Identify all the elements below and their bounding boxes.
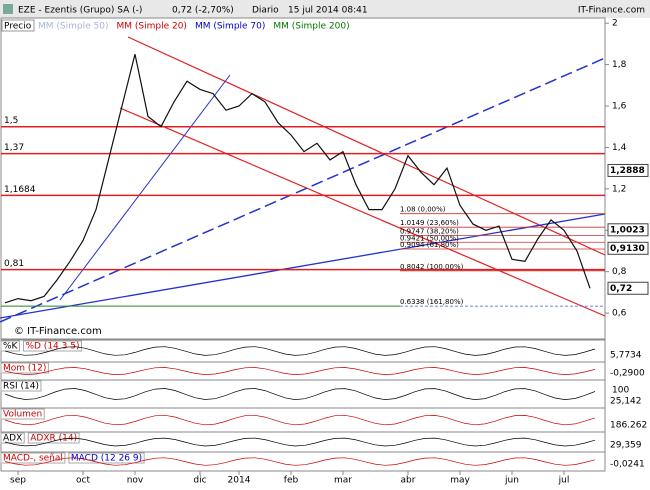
level-label: 1,37 — [4, 143, 24, 153]
site: IT-Finance.com — [578, 6, 645, 16]
panel-last: 25,142 — [610, 397, 642, 407]
panel-last: 5,7734 — [610, 351, 642, 361]
y-tick-label: 2 — [612, 19, 618, 29]
panel-last: 29,359 — [610, 441, 642, 451]
panel-label: MACD-, señal — [3, 454, 63, 464]
price-tag: 1,2888 — [610, 166, 645, 176]
y-tick-label: 1,2 — [612, 184, 626, 194]
legend-entry: MM (Simple 200) — [273, 22, 349, 32]
price-panel — [0, 17, 606, 340]
trendlines — [0, 36, 606, 323]
fib-label: 1.0149 (23,60%) — [400, 219, 459, 227]
fib-label: 0.9421 (50,00%) — [400, 234, 459, 242]
legend-entry: MM (Simple 70) — [195, 22, 265, 32]
panel-label-box — [0, 408, 45, 420]
panel-label-box — [0, 380, 42, 392]
quote: 0,72 (-2,70%) — [172, 6, 234, 16]
x-tick-label: dic — [193, 476, 206, 486]
fib-label: 1.08 (0,00%) — [400, 206, 446, 214]
panel-last: -0,2900 — [610, 369, 645, 379]
panel-label: %D (14 3 5) — [25, 342, 79, 352]
panel-line — [4, 437, 596, 447]
price-tag-box — [607, 163, 649, 177]
y-tick-label: 1,6 — [612, 102, 627, 112]
x-tick-label: jun — [504, 476, 519, 486]
panel-line — [4, 346, 596, 356]
panel-label: Mom (12) — [3, 364, 46, 374]
panel-label-box — [0, 362, 49, 374]
x-tick-label: feb — [284, 476, 299, 486]
x-tick-label: sep — [10, 476, 26, 486]
ticker: EZE - Ezentis (Grupo) SA (-) — [18, 6, 142, 16]
y-tick-label: 1,4 — [612, 143, 627, 153]
x-tick-label: abr — [401, 476, 416, 486]
header-bar — [0, 0, 650, 18]
price-tag: 0,9130 — [610, 244, 645, 254]
price-tag: 1,0023 — [610, 225, 645, 235]
panel-label: RSI (14) — [3, 382, 39, 392]
panel-last: -0,0241 — [610, 460, 645, 470]
panel-top: 100 — [612, 386, 629, 396]
level-label: 1,5 — [4, 116, 18, 126]
price-tag-box — [607, 223, 649, 237]
fib-label: 0.9747 (38,20%) — [400, 228, 459, 236]
date: 15 jul 2014 08:41 — [288, 6, 368, 16]
legend-entry: MM (Simple 50) — [38, 22, 108, 32]
y-label-box — [1, 19, 35, 32]
x-tick-label: 2014 — [228, 476, 251, 486]
fib-label: 0.8042 (100,00%) — [400, 263, 464, 271]
panel-line — [4, 367, 596, 375]
y-label: Precio — [4, 22, 32, 32]
price-tag: 0,72 — [610, 284, 632, 294]
x-tick-label: mar — [334, 476, 352, 486]
panel-line — [4, 457, 596, 466]
panel-label-box — [27, 432, 80, 444]
fib-label: 0.6338 (161,80%) — [400, 298, 464, 306]
level-label: 1,1684 — [4, 185, 36, 195]
panel-label: Volumen — [3, 410, 42, 420]
price-line — [4, 54, 591, 304]
panel-label: ADXR (14) — [30, 434, 77, 444]
panel-label-box — [22, 340, 82, 352]
y-tick-label: 0,6 — [612, 309, 627, 319]
y-tick-label: 0,8 — [612, 267, 627, 277]
panel-last: 186.262 — [610, 421, 647, 431]
panel-label-box — [0, 432, 25, 444]
panel-line — [4, 414, 596, 426]
period: Diario — [252, 6, 279, 16]
x-tick-label: jul — [558, 476, 570, 486]
level-label: 0,81 — [4, 259, 24, 269]
x-tick-label: nov — [127, 476, 144, 486]
price-tag-box — [607, 241, 649, 255]
icon — [3, 4, 13, 14]
panel-label: ADX — [3, 434, 22, 444]
panel-label-box — [0, 340, 20, 352]
panel-label: %K — [3, 342, 19, 352]
x-tick-label: oct — [76, 476, 90, 486]
legend-entry: MM (Simple 20) — [116, 22, 186, 32]
price-tag-box — [607, 281, 649, 295]
y-tick-label: 1,8 — [612, 60, 627, 70]
watermark: © IT-Finance.com — [14, 326, 102, 337]
panel-line — [4, 388, 596, 400]
panel-label: MACD (12 26 9) — [71, 454, 142, 464]
x-tick-label: may — [450, 476, 470, 486]
fib-label: 0.9094 (61,80%) — [400, 241, 459, 249]
